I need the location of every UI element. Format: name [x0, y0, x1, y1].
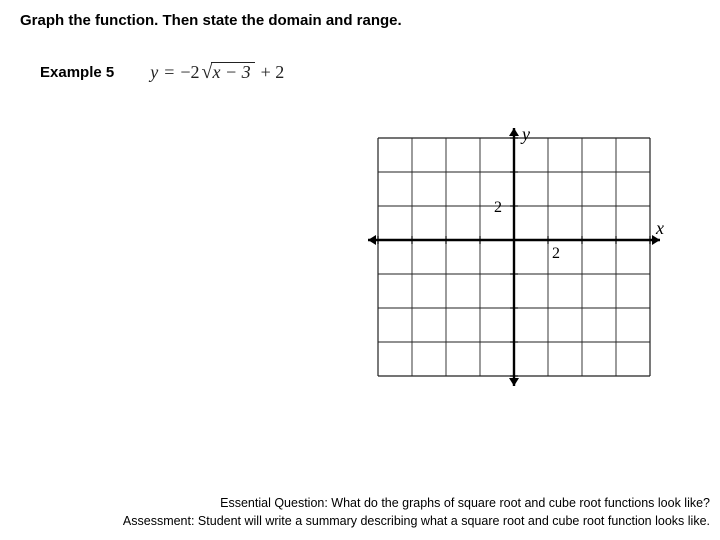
equation-tail: + 2 — [261, 62, 285, 83]
example-row: Example 5 y = −2 √ x − 3 + 2 — [40, 62, 284, 83]
equation-lhs: y — [150, 62, 158, 83]
svg-text:2: 2 — [552, 245, 560, 262]
equation: y = −2 √ x − 3 + 2 — [150, 62, 284, 83]
cartesian-graph: 2 2 x y — [360, 120, 670, 400]
svg-text:x: x — [655, 218, 664, 238]
equation-coef: −2 — [180, 62, 199, 83]
svg-text:2: 2 — [494, 199, 502, 216]
equation-radicand: x − 3 — [211, 62, 255, 83]
footer-line1: Essential Question: What do the graphs o… — [10, 495, 710, 513]
sqrt-icon: √ x − 3 — [202, 62, 255, 83]
footer-line2: Assessment: Student will write a summary… — [10, 513, 710, 531]
example-label: Example 5 — [40, 64, 114, 81]
svg-text:y: y — [520, 124, 530, 144]
footer: Essential Question: What do the graphs o… — [10, 495, 710, 530]
graph-svg: 2 2 x y — [360, 120, 668, 394]
instruction-text: Graph the function. Then state the domai… — [20, 12, 402, 29]
equation-equals: = — [164, 62, 174, 83]
